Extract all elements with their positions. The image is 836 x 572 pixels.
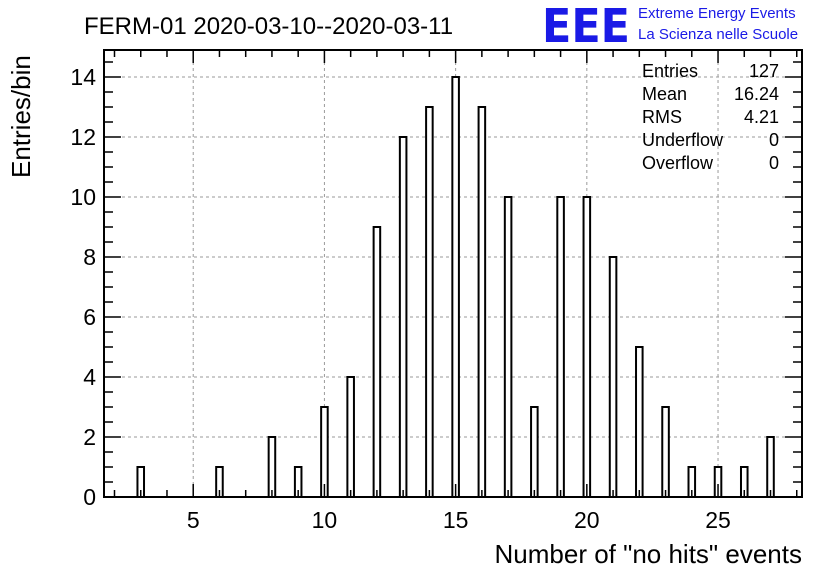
histogram-bar — [425, 106, 434, 498]
histogram-bar — [530, 406, 539, 498]
y-tick-label: 2 — [83, 424, 96, 450]
histogram-bar — [372, 226, 382, 498]
histogram-bar — [320, 406, 329, 498]
stats-value: 0 — [769, 153, 779, 173]
eee-logo: EEE Extreme Energy Events La Scienza nel… — [542, 0, 798, 53]
stats-value: 4.21 — [744, 107, 779, 127]
x-tick-label: 25 — [705, 507, 731, 533]
stats-label: Entries — [642, 61, 698, 81]
histogram-bar — [477, 106, 487, 498]
y-tick-label: 6 — [83, 304, 96, 330]
x-tick-label: 20 — [574, 507, 600, 533]
logo-letters: EEE — [542, 0, 630, 53]
histogram-bar — [582, 196, 592, 498]
histogram-bar — [635, 346, 644, 498]
stats-value: 0 — [769, 130, 779, 150]
histogram-bar — [608, 256, 618, 498]
y-tick-label: 12 — [70, 124, 96, 150]
x-axis-label: Number of "no hits" events — [495, 539, 803, 569]
histogram-bar — [451, 76, 460, 498]
stats-label: Overflow — [642, 153, 714, 173]
histogram-bar — [661, 406, 670, 498]
stats-value: 16.24 — [734, 84, 779, 104]
histogram-bar — [346, 376, 355, 498]
stats-value: 127 — [749, 61, 779, 81]
stats-label: Underflow — [642, 130, 724, 150]
stats-label: Mean — [642, 84, 687, 104]
stats-label: RMS — [642, 107, 682, 127]
x-tick-label: 5 — [187, 507, 200, 533]
axes — [103, 49, 803, 498]
y-tick-label: 10 — [70, 184, 96, 210]
logo-line-2: La Scienza nelle Scuole — [638, 26, 798, 43]
histogram-bar — [766, 436, 775, 498]
chart-title: FERM-01 2020-03-10--2020-03-11 — [84, 13, 453, 40]
x-tick-label: 10 — [312, 507, 338, 533]
y-tick-label: 8 — [83, 244, 96, 270]
x-tick-label: 15 — [443, 507, 469, 533]
y-tick-label: 14 — [70, 64, 96, 90]
y-tick-label: 4 — [83, 364, 96, 390]
histogram-bar — [503, 196, 513, 498]
tick-labels: 5 10 15 20 25 0 2 4 6 8 10 12 14 — [70, 64, 730, 533]
histogram-bar — [267, 436, 277, 498]
histogram-bar — [398, 136, 408, 498]
y-tick-label: 0 — [83, 484, 96, 510]
logo-line-1: Extreme Energy Events — [638, 5, 796, 22]
plot-frame — [103, 49, 803, 498]
histogram-bar — [556, 196, 565, 498]
stats-box: Entries 127 Mean 16.24 RMS 4.21 Underflow 0 Over… — [642, 61, 779, 173]
y-axis-label: Entries/bin — [6, 55, 36, 178]
